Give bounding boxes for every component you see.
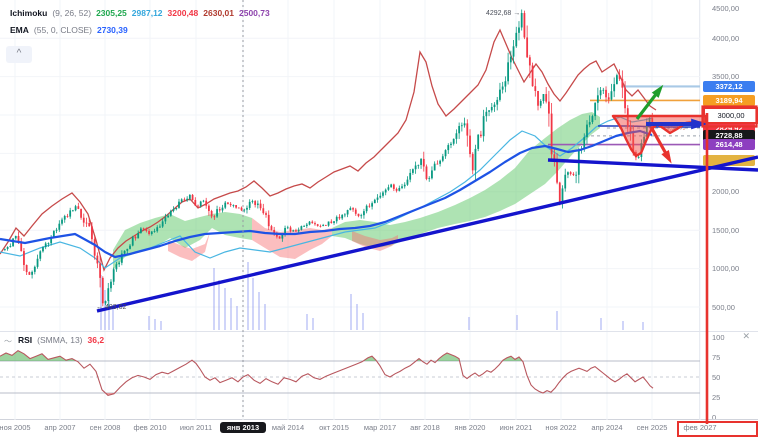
rsi-legend[interactable]: RSI (SMMA, 13) 36,2 bbox=[18, 335, 104, 345]
ichimoku-value: 2305,25 bbox=[96, 8, 127, 18]
price-tick: 500,00 bbox=[712, 302, 735, 312]
drawing-target-date-box[interactable] bbox=[677, 421, 758, 437]
price-axis-label bbox=[703, 154, 755, 166]
rsi-close-icon[interactable]: ✕ bbox=[742, 331, 750, 341]
price-axis-label: 2829,92 bbox=[703, 122, 755, 134]
rsi-tick: 25 bbox=[712, 392, 721, 402]
rsi-tick: 50 bbox=[712, 372, 721, 382]
ichimoku-values: 2305,25 2987,12 3200,48 2630,01 2500,73 bbox=[96, 8, 275, 18]
time-tick: фев 2010 bbox=[133, 423, 167, 432]
indicator-wave-icon: 〜 bbox=[4, 337, 12, 346]
price-axis-label: 2728,88 bbox=[703, 130, 755, 142]
time-tick: май 2014 bbox=[271, 423, 305, 432]
rsi-params: (SMMA, 13) bbox=[37, 335, 83, 345]
time-tick: сен 2008 bbox=[89, 423, 121, 432]
time-tick: сен 2025 bbox=[636, 423, 668, 432]
price-tick: 2000,00 bbox=[712, 187, 740, 197]
collapse-pane-button[interactable]: ^ bbox=[6, 46, 32, 63]
time-tick: ноя 2022 bbox=[545, 423, 577, 432]
rsi-tick: 75 bbox=[712, 352, 721, 362]
price-tick: 1500,00 bbox=[712, 225, 740, 235]
time-tick: ноя 2005 bbox=[0, 423, 31, 432]
time-tick: июл 2011 bbox=[179, 423, 213, 432]
ichimoku-legend[interactable]: Ichimoku (9, 26, 52) 2305,25 2987,12 3200,… bbox=[10, 8, 275, 18]
rsi-tick: 0 bbox=[712, 412, 717, 422]
ichimoku-value: 2630,01 bbox=[203, 8, 234, 18]
rsi-value: 36,2 bbox=[87, 335, 105, 345]
ema-params: (55, 0, CLOSE) bbox=[33, 25, 92, 35]
price-axis-label: 3372,12 bbox=[703, 80, 755, 92]
time-tick: авг 2018 bbox=[410, 423, 440, 432]
price-tick: 3500,00 bbox=[712, 72, 740, 82]
time-tick: мар 2017 bbox=[363, 423, 397, 432]
price-axis-label: 2614,48 bbox=[703, 139, 755, 151]
price-tick: 1000,00 bbox=[712, 264, 740, 274]
time-tick: апр 2024 bbox=[591, 423, 623, 432]
price-axis-label: 3189,94 bbox=[703, 94, 755, 106]
time-axis[interactable]: ноя 2005 апр 2007 сен 2008 фев 2010 июл 2011… bbox=[0, 419, 758, 438]
time-tick: янв 2020 bbox=[454, 423, 486, 432]
high-price-annotation: 4292,68 → bbox=[486, 10, 521, 17]
low-price-annotation: ← 493,62 bbox=[96, 304, 127, 311]
rsi-name: RSI bbox=[18, 335, 33, 345]
ichimoku-name: Ichimoku bbox=[10, 8, 48, 18]
ichimoku-value: 2500,73 bbox=[239, 8, 270, 18]
price-tick: 4000,00 bbox=[712, 33, 740, 43]
rsi-tick: 100 bbox=[712, 332, 725, 342]
time-tick: фев 2027 bbox=[683, 423, 717, 432]
time-tick: апр 2007 bbox=[44, 423, 76, 432]
crosshair-date-badge: янв 2013 bbox=[220, 422, 266, 433]
ema-value: 2730,39 bbox=[97, 25, 128, 35]
ema-legend[interactable]: EMA (55, 0, CLOSE) 2730,39 bbox=[10, 25, 128, 35]
time-tick: окт 2015 bbox=[319, 423, 349, 432]
ichimoku-value: 3200,48 bbox=[167, 8, 199, 18]
ichimoku-value: 2987,12 bbox=[131, 8, 163, 18]
ema-name: EMA bbox=[10, 25, 29, 35]
price-scale[interactable]: 4500,00 4000,00 3500,00 2000,00 1500,00 1000,… bbox=[699, 0, 758, 438]
ichimoku-params: (9, 26, 52) bbox=[52, 8, 92, 18]
time-tick: июн 2021 bbox=[499, 423, 533, 432]
price-tick: 4500,00 bbox=[712, 4, 740, 13]
